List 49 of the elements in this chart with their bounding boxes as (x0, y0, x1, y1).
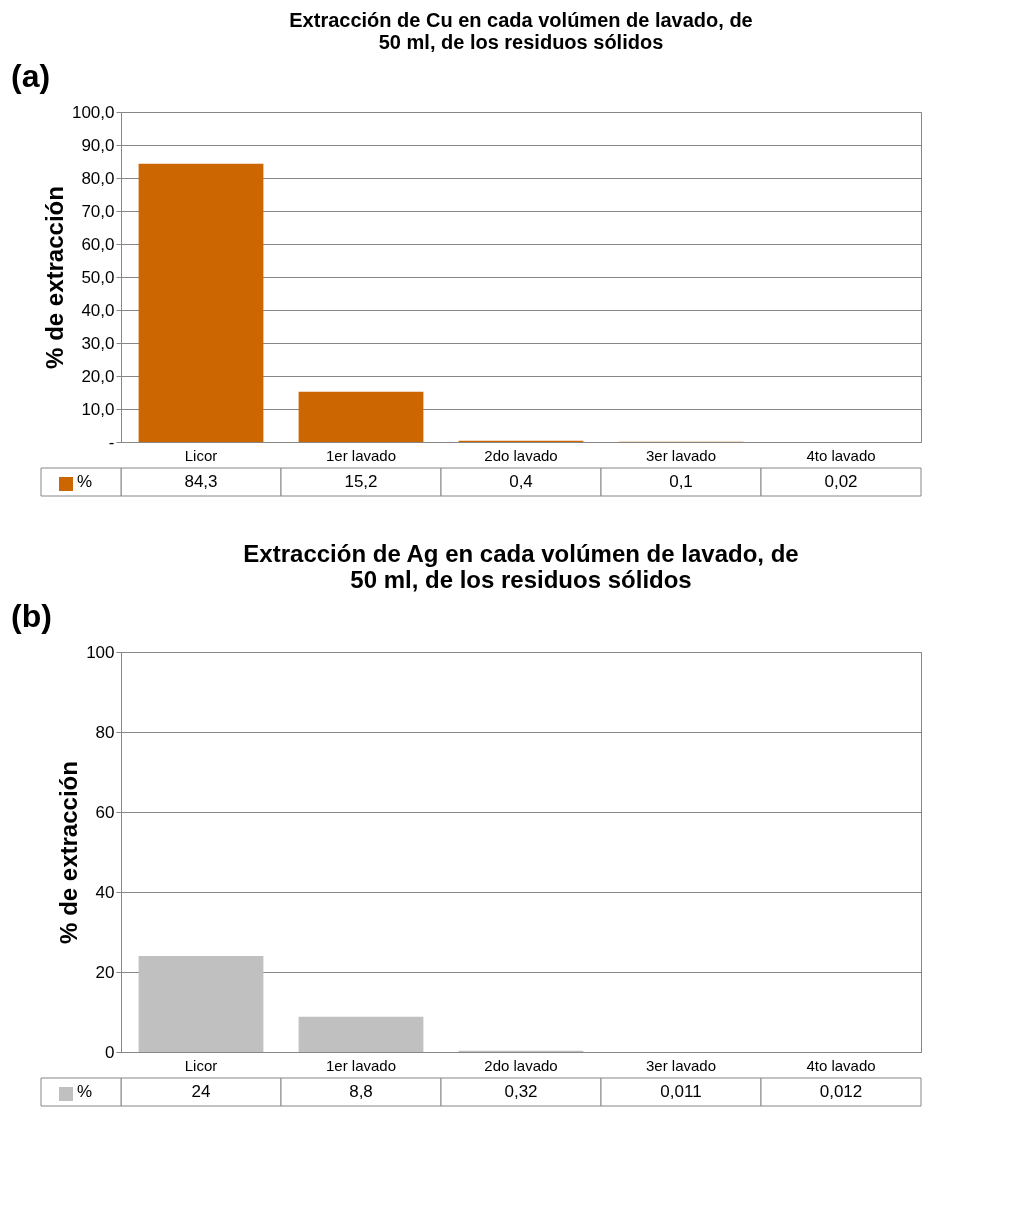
x-tick-label: 3er lavado (645, 446, 717, 464)
data-label: 0,012 (819, 1082, 863, 1101)
legend-label: % (77, 1082, 93, 1101)
x-tick-label: 2do lavado (484, 1056, 558, 1074)
data-label: 0,011 (660, 1082, 702, 1101)
data-label: 15,2 (344, 472, 378, 491)
y-tick-label: 100 (86, 642, 115, 662)
y-tick-label: 20 (95, 962, 115, 982)
y-tick-label: 20,0 (81, 366, 115, 386)
data-label: 84,3 (184, 472, 218, 491)
y-tick-label: - (108, 432, 115, 452)
y-tick-label: 0 (105, 1042, 115, 1062)
bar (298, 391, 424, 442)
x-tick-label: 1er lavado (325, 1056, 397, 1074)
x-tick-label: Licor (184, 446, 218, 464)
chart-title: Extracción de Ag en cada volúmen de lavado, de 50 ml, de los residuos sólidos (243, 540, 799, 593)
y-tick-label: 80,0 (81, 168, 115, 188)
bar (298, 1016, 424, 1052)
y-tick-label: 40,0 (81, 300, 115, 320)
text: (b) (11, 598, 52, 634)
y-tick-label: 60 (95, 802, 115, 822)
data-label: 0,32 (504, 1082, 538, 1101)
y-tick-label: 40 (95, 882, 115, 902)
data-label: 24 (191, 1082, 211, 1101)
bar (138, 956, 264, 1052)
x-tick-label: 2do lavado (484, 446, 558, 464)
y-tick-label: 60,0 (81, 234, 115, 254)
y-axis-title: % de extracción (40, 186, 68, 369)
x-tick-label: 1er lavado (325, 446, 397, 464)
text: (a) (11, 58, 51, 94)
y-tick-label: 80 (95, 722, 115, 742)
x-tick-label: 3er lavado (645, 1056, 717, 1074)
data-label: 0,1 (669, 472, 693, 491)
y-tick-label: 30,0 (81, 333, 115, 353)
x-tick-label: 4to lavado (806, 446, 876, 464)
legend-label: % (77, 472, 93, 491)
chart-title: Extracción de Cu en cada volúmen de lavado, de 50 ml, de los residuos sólidos (289, 9, 753, 53)
x-tick-label: 4to lavado (806, 1056, 876, 1074)
data-label: 0,02 (824, 472, 858, 491)
y-tick-label: 70,0 (81, 201, 115, 221)
y-tick-label: 90,0 (81, 135, 115, 155)
y-tick-label: 50,0 (81, 267, 115, 287)
bar (138, 163, 264, 442)
data-label: 8,8 (349, 1082, 373, 1101)
y-tick-label: 100,0 (71, 102, 115, 122)
x-tick-label: Licor (184, 1056, 218, 1074)
data-label: 0,4 (509, 472, 533, 491)
y-axis-title: % de extracción (55, 761, 83, 944)
y-tick-label: 10,0 (81, 399, 115, 419)
